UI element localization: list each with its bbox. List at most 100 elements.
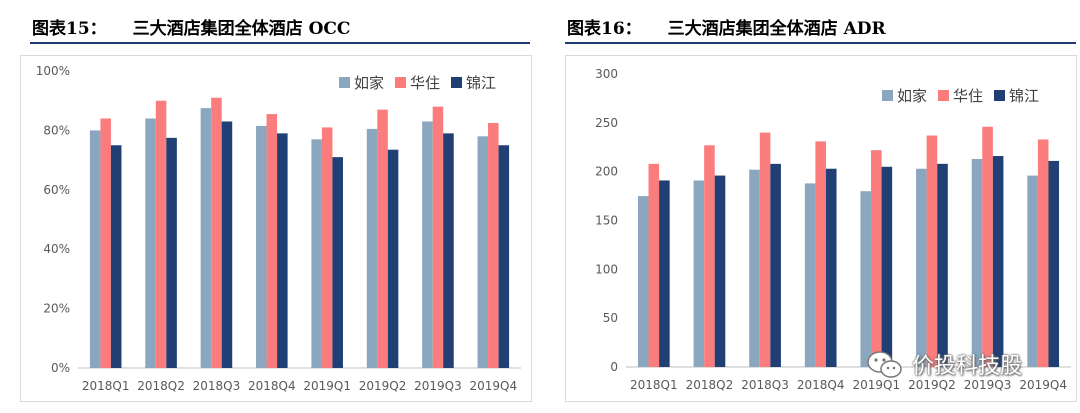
title-rule xyxy=(565,42,1076,44)
y-tick-label: 80% xyxy=(43,123,70,137)
bar-华住-2019Q3 xyxy=(432,106,444,368)
bar-如家-2018Q1 xyxy=(89,130,101,368)
occ-bar-chart: 0% 20% 40% 60% 80% 100% 2018Q1 2018Q2 2018Q3 2018… xyxy=(36,64,521,393)
chart-panel-adr: 图表16： 三大酒店集团全体酒店 ADR 0 50 100 150 200 250 300 20… xyxy=(540,0,1080,413)
y-tick-label: 60% xyxy=(43,183,70,197)
figure-number: 图表16： xyxy=(567,19,642,39)
bar-如家-2018Q1 xyxy=(637,196,649,367)
bar-锦江-2018Q1 xyxy=(110,145,122,368)
chart-title: 三大酒店集团全体酒店 OCC xyxy=(132,19,351,39)
x-tick-label: 2018Q2 xyxy=(137,379,185,393)
y-tick-label: 100 xyxy=(595,262,618,276)
y-tick-label: 300 xyxy=(595,67,618,81)
chart-panel-occ: 图表15： 三大酒店集团全体酒店 OCC 0% 20% 40% 60% 80% 100% 20… xyxy=(20,14,532,402)
bar-华住-2019Q2 xyxy=(926,135,938,367)
bar-锦江-2019Q4 xyxy=(1048,160,1060,367)
bar-华住-2018Q4 xyxy=(266,114,278,368)
bar-华住-2019Q2 xyxy=(377,109,388,369)
legend-swatch xyxy=(882,90,893,101)
bar-如家-2019Q3 xyxy=(422,121,433,369)
bar-锦江-2018Q4 xyxy=(825,168,837,367)
wechat-icon xyxy=(867,351,902,378)
bar-锦江-2018Q2 xyxy=(166,137,177,368)
bar-锦江-2018Q2 xyxy=(714,175,726,367)
legend-swatch xyxy=(395,77,406,88)
bar-锦江-2019Q2 xyxy=(937,163,948,367)
bar-如家-2018Q3 xyxy=(200,108,212,368)
bar-华住-2019Q4 xyxy=(1037,139,1049,367)
y-tick-label: 0% xyxy=(51,361,70,375)
bar-如家-2019Q3 xyxy=(971,158,983,367)
bar-锦江-2018Q3 xyxy=(221,121,233,369)
bar-华住-2019Q1 xyxy=(321,127,333,369)
x-tick-label: 2019Q1 xyxy=(303,379,351,393)
y-tick-label: 250 xyxy=(595,116,618,130)
legend-label: 锦江 xyxy=(466,74,496,92)
x-tick-label: 2019Q2 xyxy=(359,379,407,393)
bar-华住-2018Q2 xyxy=(704,145,715,367)
x-tick-label: 2019Q3 xyxy=(414,379,462,393)
bar-华住-2018Q4 xyxy=(815,141,826,367)
bar-如家-2019Q2 xyxy=(366,128,378,368)
bar-如家-2019Q4 xyxy=(1027,175,1038,367)
x-tick-label: 2018Q2 xyxy=(686,378,734,392)
chart-heading: 图表16： 三大酒店集团全体酒店 ADR xyxy=(567,14,886,39)
bar-锦江-2019Q1 xyxy=(881,166,893,367)
y-tick-label: 100% xyxy=(36,64,70,78)
bar-华住-2018Q3 xyxy=(759,132,771,367)
bar-如家-2019Q1 xyxy=(311,139,322,368)
legend-swatch xyxy=(994,90,1005,101)
bar-锦江-2019Q4 xyxy=(498,145,510,368)
chart-heading: 图表15： 三大酒店集团全体酒店 OCC xyxy=(32,14,350,39)
bar-华住-2018Q1 xyxy=(100,118,111,368)
legend-label: 如家 xyxy=(897,87,927,105)
legend-swatch xyxy=(339,77,350,88)
bar-锦江-2019Q1 xyxy=(332,157,343,368)
bar-如家-2019Q2 xyxy=(916,168,927,367)
bar-如家-2019Q4 xyxy=(477,136,489,368)
legend-swatch xyxy=(451,77,462,88)
y-tick-label: 150 xyxy=(595,214,618,228)
figure-number: 图表15： xyxy=(32,19,107,39)
x-tick-label: 2019Q2 xyxy=(908,378,956,392)
legend-label: 如家 xyxy=(354,74,384,92)
bar-华住-2018Q3 xyxy=(211,97,222,369)
bar-如家-2018Q3 xyxy=(749,169,760,367)
bar-锦江-2018Q3 xyxy=(770,163,781,367)
y-tick-label: 40% xyxy=(43,242,70,256)
x-tick-label: 2018Q4 xyxy=(797,378,845,392)
x-tick-label: 2019Q4 xyxy=(1019,378,1067,392)
x-tick-label: 2018Q3 xyxy=(741,378,789,392)
legend-label: 华住 xyxy=(953,87,983,105)
bar-锦江-2019Q2 xyxy=(387,149,399,368)
x-tick-label: 2018Q1 xyxy=(82,379,130,393)
bar-锦江-2018Q4 xyxy=(277,133,288,368)
x-tick-label: 2019Q3 xyxy=(964,378,1012,392)
bar-锦江-2019Q3 xyxy=(443,133,454,368)
legend-label: 华住 xyxy=(410,74,440,92)
bar-如家-2018Q4 xyxy=(804,183,816,367)
watermark-text: 价投科技股 xyxy=(912,354,1023,379)
bar-华住-2019Q4 xyxy=(488,122,499,368)
bar-华住-2018Q2 xyxy=(155,100,167,368)
y-tick-label: 20% xyxy=(43,302,70,316)
bar-如家-2018Q2 xyxy=(693,180,705,367)
bar-华住-2018Q1 xyxy=(648,163,660,367)
title-rule xyxy=(30,42,530,44)
bar-锦江-2018Q1 xyxy=(659,180,670,367)
bar-锦江-2019Q3 xyxy=(992,156,1004,367)
bar-如家-2018Q4 xyxy=(256,125,267,368)
chart-frame: 0% 20% 40% 60% 80% 100% 2018Q1 2018Q2 2018Q3 2018… xyxy=(20,55,532,402)
x-tick-label: 2018Q1 xyxy=(630,378,678,392)
y-tick-label: 200 xyxy=(595,165,618,179)
bar-如家-2018Q2 xyxy=(145,118,156,368)
y-tick-label: 50 xyxy=(603,311,618,325)
bar-如家-2019Q1 xyxy=(860,191,872,367)
x-tick-label: 2018Q4 xyxy=(248,379,296,393)
bar-华住-2019Q1 xyxy=(871,150,882,367)
x-tick-label: 2019Q4 xyxy=(470,379,518,393)
legend-label: 锦江 xyxy=(1009,87,1039,105)
x-tick-label: 2019Q1 xyxy=(853,378,901,392)
bar-华住-2019Q3 xyxy=(982,126,993,368)
adr-bar-chart: 0 50 100 150 200 250 300 2018Q1 2018Q2 2018Q3 2018… xyxy=(595,67,1071,392)
